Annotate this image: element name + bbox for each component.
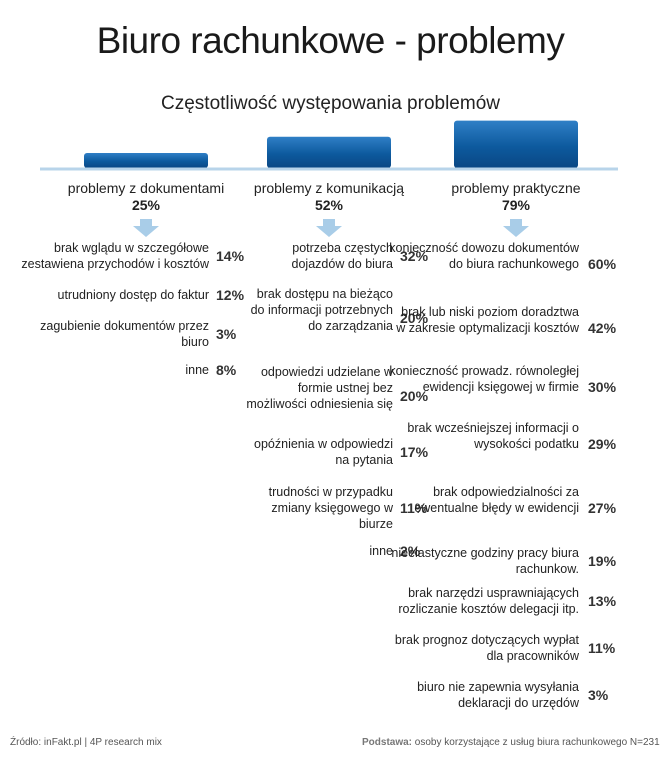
item-value: 60% <box>588 256 617 272</box>
item-value: 20% <box>400 310 429 326</box>
category-1: problemy z dokumentami 25% <box>46 180 246 214</box>
item-label: brak prognoz dotyczących wypłat dla prac… <box>394 633 579 663</box>
down-arrow-icon <box>133 219 159 237</box>
page-title: Biuro rachunkowe - problemy <box>96 20 565 61</box>
bar-1 <box>84 153 208 168</box>
list-item: brak lub niski poziom doradztwa w zakres… <box>389 304 628 352</box>
item-value: 29% <box>588 436 617 452</box>
item-label: trudności w przypadku zmiany księgowego … <box>268 485 393 531</box>
category-2: problemy z komunikacją 52% <box>229 180 429 214</box>
bar-3 <box>454 120 578 168</box>
item-label: brak wglądu w szczegółowe zestawiena prz… <box>21 241 209 271</box>
item-value: 13% <box>588 593 617 609</box>
item-value: 11% <box>400 500 428 516</box>
item-label: opóźnienia w odpowiedzi na pytania <box>254 437 393 467</box>
list-item: inne 2% <box>243 543 440 559</box>
item-value: 27% <box>588 500 617 516</box>
item-value: 32% <box>400 248 429 264</box>
item-label: nieelastyczne godziny pracy biura rachun… <box>391 546 579 576</box>
item-label: konieczność dowozu dokumentów do biura r… <box>389 241 579 271</box>
source-text: inFakt.pl | 4P research mix <box>43 737 162 748</box>
item-value: 17% <box>400 444 429 460</box>
down-arrow-icon <box>503 219 529 237</box>
bar-2 <box>267 136 391 168</box>
list-item: utrudniony dostęp do faktur 12% <box>19 287 256 303</box>
chart-subtitle: Częstotliwość występowania problemów <box>161 93 500 114</box>
list-item: biuro nie zapewnia wysyłania deklaracji … <box>389 679 628 711</box>
list-item: konieczność prowadz. równoległej ewidenc… <box>389 363 628 411</box>
item-value: 12% <box>216 287 245 303</box>
item-value: 20% <box>400 388 429 404</box>
down-arrow-icon <box>316 219 342 237</box>
item-value: 19% <box>588 553 617 569</box>
item-label: odpowiedzi udzielane w formie ustnej bez… <box>246 365 393 411</box>
base-text: osoby korzystające z usług biura rachunk… <box>414 737 660 748</box>
list-item: odpowiedzi udzielane w formie ustnej bez… <box>243 364 440 428</box>
list-item: opóźnienia w odpowiedzi na pytania 17% <box>243 436 440 468</box>
base-note: Podstawa: osoby korzystające z usług biu… <box>362 737 660 748</box>
list-item: brak narzędzi usprawniających rozliczani… <box>389 585 628 617</box>
item-value: 3% <box>588 687 609 703</box>
source-note: Źródło: inFakt.pl | 4P research mix <box>10 737 162 748</box>
list-item: konieczność dowozu dokumentów do biura r… <box>389 240 628 288</box>
category-value: 79% <box>501 197 531 213</box>
item-label: inne <box>369 544 393 558</box>
item-label: brak narzędzi usprawniających rozliczani… <box>398 586 579 616</box>
item-label: konieczność prowadz. równoległej ewidenc… <box>389 364 579 394</box>
item-value: 2% <box>400 543 421 559</box>
item-value: 14% <box>216 248 245 264</box>
item-label: zagubienie dokumentów przez biuro <box>40 319 209 349</box>
list-item: brak wglądu w szczegółowe zestawiena prz… <box>19 240 256 272</box>
base-label: Podstawa: <box>362 737 413 748</box>
list-item: nieelastyczne godziny pracy biura rachun… <box>389 545 628 577</box>
item-value: 11% <box>588 640 616 656</box>
list-item: brak wcześniejszej informacji o wysokośc… <box>389 420 628 468</box>
source-label: Źródło: <box>10 737 42 748</box>
list-item: zagubienie dokumentów przez biuro 3% <box>19 318 256 350</box>
list-item: brak odpowiedzialności za ewentualne błę… <box>389 484 628 532</box>
category-label: problemy z komunikacją <box>253 180 405 196</box>
item-label: brak dostępu na bieżąco do informacji po… <box>250 287 393 333</box>
list-item: potrzeba częstych dojazdów do biura 32% <box>243 240 440 272</box>
item-value: 42% <box>588 320 617 336</box>
list-item: brak prognoz dotyczących wypłat dla prac… <box>389 632 628 664</box>
category-label: problemy z dokumentami <box>67 180 225 196</box>
category-3: problemy praktyczne 79% <box>416 180 616 214</box>
item-label: brak wcześniejszej informacji o wysokośc… <box>407 421 579 451</box>
list-item: brak dostępu na bieżąco do informacji po… <box>243 286 440 350</box>
item-label: brak lub niski poziom doradztwa w zakres… <box>396 305 579 335</box>
category-value: 25% <box>131 197 161 213</box>
item-value: 8% <box>216 362 237 378</box>
item-label: utrudniony dostęp do faktur <box>57 288 210 302</box>
item-label: inne <box>185 363 209 377</box>
category-value: 52% <box>314 197 344 213</box>
item-label: biuro nie zapewnia wysyłania deklaracji … <box>417 680 579 710</box>
item-value: 30% <box>588 379 617 395</box>
list-item: inne 8% <box>19 362 256 378</box>
bar-chart <box>40 120 618 171</box>
category-label: problemy praktyczne <box>451 180 581 196</box>
item-label: potrzeba częstych dojazdów do biura <box>291 241 393 271</box>
list-item: trudności w przypadku zmiany księgowego … <box>243 484 440 532</box>
item-value: 3% <box>216 326 237 342</box>
item-label: brak odpowiedzialności za ewentualne błę… <box>414 485 579 515</box>
